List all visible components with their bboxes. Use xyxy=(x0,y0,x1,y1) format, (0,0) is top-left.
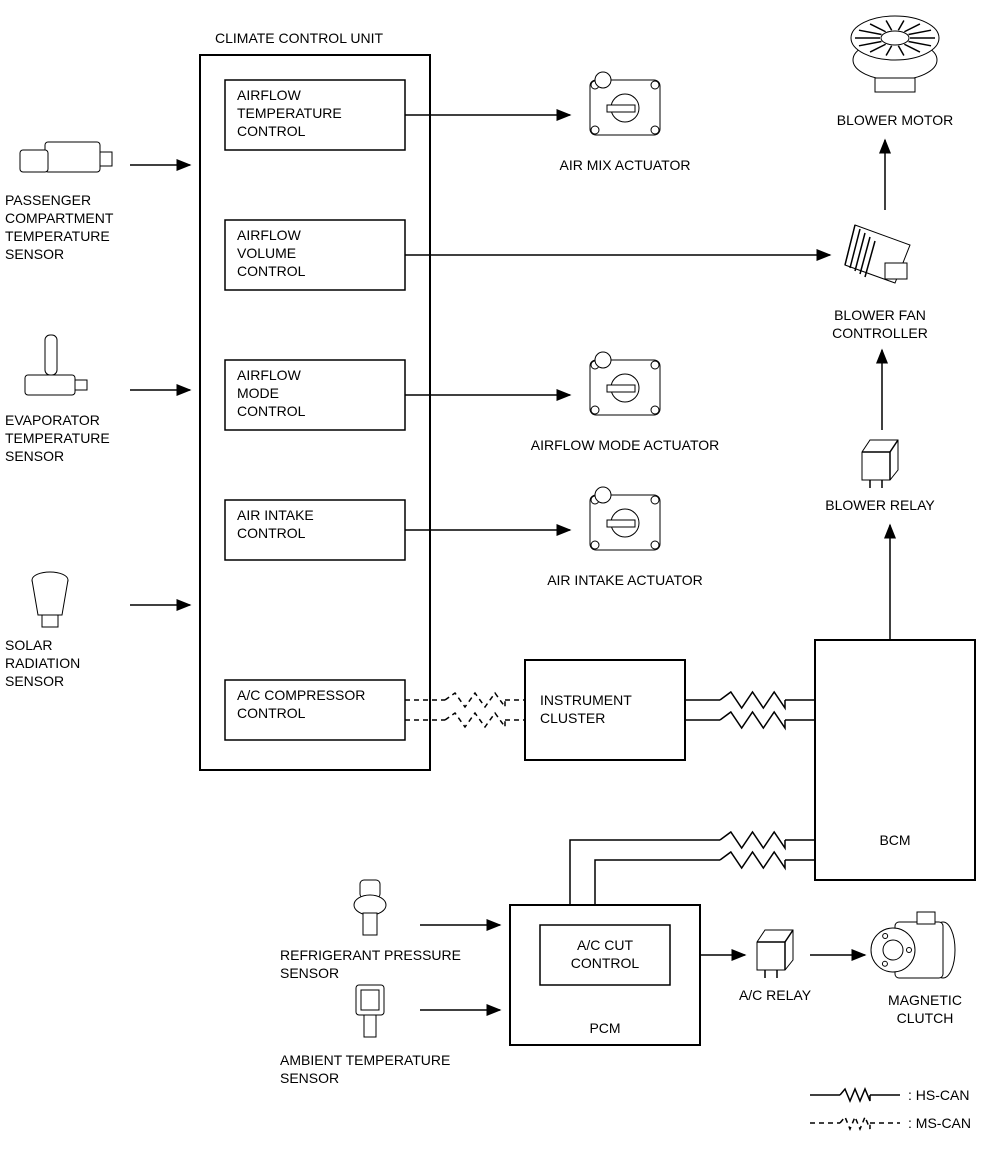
airflow-temp-label: AIRFLOW xyxy=(237,87,302,103)
blower-relay-label: BLOWER RELAY xyxy=(825,497,935,513)
passenger-temp-sensor-label: PASSENGER xyxy=(5,192,91,208)
passenger-temp-sensor-label: COMPARTMENT xyxy=(5,210,114,226)
can-bus xyxy=(720,712,785,728)
legend-ms-label: : MS-CAN xyxy=(908,1115,971,1131)
airflow-mode-label: AIRFLOW xyxy=(237,367,302,383)
evap-temp-sensor-label: EVAPORATOR xyxy=(5,412,100,428)
magnetic-clutch-icon xyxy=(871,912,955,978)
airflow-temp-label: TEMPERATURE xyxy=(237,105,342,121)
airflow-temp-label: CONTROL xyxy=(237,123,306,139)
airflow-mode-label: CONTROL xyxy=(237,403,306,419)
refrigerant-pressure-sensor-label: REFRIGERANT PRESSURE xyxy=(280,947,461,963)
climate-unit-title: CLIMATE CONTROL UNIT xyxy=(215,30,383,46)
can-bus xyxy=(445,713,505,727)
blower-fan-controller-label: CONTROLLER xyxy=(832,325,928,341)
blower-relay-icon xyxy=(862,440,898,488)
magnetic-clutch-label: CLUTCH xyxy=(897,1010,954,1026)
blower-fan-controller-icon xyxy=(845,225,910,283)
evap-temp-sensor-label: TEMPERATURE xyxy=(5,430,110,446)
solar-sensor-label: SENSOR xyxy=(5,673,64,689)
solar-sensor-icon xyxy=(32,572,68,627)
bcm-label: BCM xyxy=(879,832,910,848)
can-bus xyxy=(720,692,785,708)
air-mix-actuator-icon xyxy=(590,72,660,135)
ac-comp-label: CONTROL xyxy=(237,705,306,721)
evap-temp-sensor-label: SENSOR xyxy=(5,448,64,464)
legend-hs-label: : HS-CAN xyxy=(908,1087,969,1103)
ac-cut-label: CONTROL xyxy=(571,955,640,971)
passenger-temp-sensor-label: TEMPERATURE xyxy=(5,228,110,244)
hscan-pcm-1a xyxy=(570,840,720,905)
ambient-temp-sensor-icon xyxy=(356,985,384,1037)
can-bus xyxy=(445,693,505,707)
airflow-vol-label: CONTROL xyxy=(237,263,306,279)
air-intake-actuator-label: AIR INTAKE ACTUATOR xyxy=(547,572,703,588)
ac-relay-icon xyxy=(757,930,793,978)
can-bus xyxy=(840,1117,870,1129)
solar-sensor-label: RADIATION xyxy=(5,655,80,671)
pcm-label: PCM xyxy=(589,1020,620,1036)
airflow-mode-actuator-label: AIRFLOW MODE ACTUATOR xyxy=(531,437,720,453)
solar-sensor-label: SOLAR xyxy=(5,637,52,653)
ac-cut-label: A/C CUT xyxy=(577,937,633,953)
blower-fan-controller-label: BLOWER FAN xyxy=(834,307,926,323)
blower-motor-label: BLOWER MOTOR xyxy=(837,112,953,128)
ambient-temp-sensor-label: AMBIENT TEMPERATURE xyxy=(280,1052,450,1068)
passenger-temp-sensor-label: SENSOR xyxy=(5,246,64,262)
air-intake-label: AIR INTAKE xyxy=(237,507,314,523)
passenger-temp-sensor-icon xyxy=(20,142,112,172)
evap-temp-sensor-icon xyxy=(25,335,87,395)
blower-motor-icon xyxy=(851,16,939,92)
refrigerant-pressure-sensor-icon xyxy=(354,880,386,935)
can-bus xyxy=(720,852,785,868)
air-intake-actuator-icon xyxy=(590,487,660,550)
ac-comp-label: A/C COMPRESSOR xyxy=(237,687,365,703)
hscan-pcm-2a xyxy=(595,860,720,905)
airflow-mode-actuator-icon xyxy=(590,352,660,415)
airflow-vol-label: AIRFLOW xyxy=(237,227,302,243)
airflow-vol-label: VOLUME xyxy=(237,245,296,261)
can-bus xyxy=(840,1089,870,1101)
air-intake-label: CONTROL xyxy=(237,525,306,541)
air-mix-actuator-label: AIR MIX ACTUATOR xyxy=(560,157,691,173)
instrument-cluster-label: INSTRUMENT xyxy=(540,692,632,708)
instrument-cluster-label: CLUSTER xyxy=(540,710,605,726)
magnetic-clutch-label: MAGNETIC xyxy=(888,992,962,1008)
airflow-mode-label: MODE xyxy=(237,385,279,401)
refrigerant-pressure-sensor-label: SENSOR xyxy=(280,965,339,981)
ambient-temp-sensor-label: SENSOR xyxy=(280,1070,339,1086)
ac-relay-label: A/C RELAY xyxy=(739,987,812,1003)
can-bus xyxy=(720,832,785,848)
